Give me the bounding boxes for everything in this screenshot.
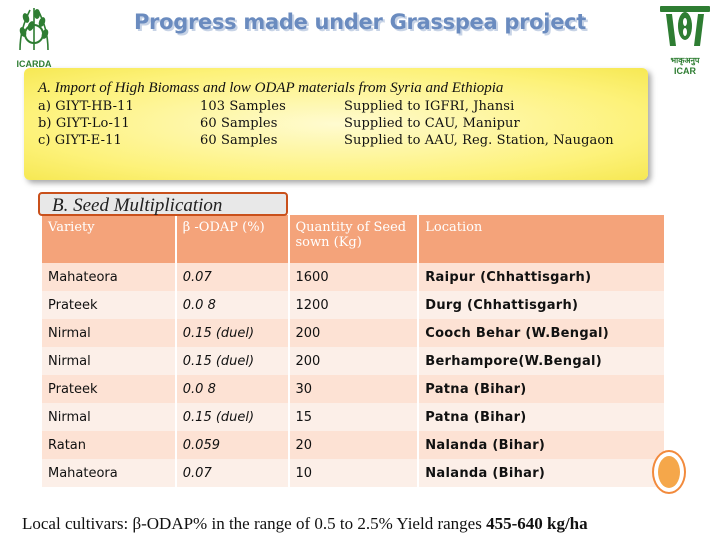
section-b-heading: B. Seed Multiplication bbox=[38, 192, 288, 216]
import-supplied: Supplied to IGFRI, Jhansi bbox=[344, 99, 515, 114]
seed-multiplication-table: Variety β -ODAP (%) Quantity of Seed sow… bbox=[42, 215, 666, 487]
import-samples: 60 Samples bbox=[200, 116, 278, 131]
header-quantity: Quantity of Seed sown (Kg) bbox=[288, 215, 420, 263]
icarda-label: ICARDA bbox=[16, 59, 52, 69]
location-cell: Patna (Bihar) bbox=[418, 403, 666, 431]
table-row: Nirmal 0.15 (duel) 200 Berhampore(W.Bengal) bbox=[42, 347, 666, 375]
location-cell: Patna (Bihar) bbox=[418, 375, 666, 403]
location-cell: Berhampore(W.Bengal) bbox=[418, 347, 666, 375]
decorative-circle-fill bbox=[658, 456, 680, 488]
quantity-cell: 30 bbox=[288, 375, 420, 403]
location-cell: Cooch Behar (W.Bengal) bbox=[418, 319, 666, 347]
odap-cell: 0.15 (duel) bbox=[175, 403, 290, 431]
quantity-cell: 15 bbox=[288, 403, 420, 431]
quantity-cell: 1200 bbox=[288, 291, 420, 319]
odap-cell: 0.07 bbox=[175, 263, 290, 291]
variety-cell: Prateek bbox=[42, 291, 177, 319]
table-row: Ratan 0.059 20 Nalanda (Bihar) bbox=[42, 431, 666, 459]
location-cell: Raipur (Chhattisgarh) bbox=[418, 263, 666, 291]
section-a-import-box: A. Import of High Biomass and low ODAP m… bbox=[24, 68, 648, 180]
import-samples: 103 Samples bbox=[200, 99, 286, 114]
section-a-heading: A. Import of High Biomass and low ODAP m… bbox=[38, 80, 504, 96]
import-supplied: Supplied to CAU, Manipur bbox=[344, 116, 520, 131]
table-row: Nirmal 0.15 (duel) 15 Patna (Bihar) bbox=[42, 403, 666, 431]
import-supplied: Supplied to AAU, Reg. Station, Naugaon bbox=[344, 133, 614, 148]
quantity-cell: 1600 bbox=[288, 263, 420, 291]
odap-cell: 0.0 8 bbox=[175, 375, 290, 403]
table-row: Nirmal 0.15 (duel) 200 Cooch Behar (W.Benga… bbox=[42, 319, 666, 347]
odap-cell: 0.0 8 bbox=[175, 291, 290, 319]
odap-cell: 0.059 bbox=[175, 431, 290, 459]
footer-text: Local cultivars: β-ODAP% in the range of… bbox=[22, 514, 487, 533]
variety-cell: Nirmal bbox=[42, 347, 177, 375]
location-cell: Nalanda (Bihar) bbox=[418, 459, 666, 487]
location-cell: Durg (Chhattisgarh) bbox=[418, 291, 666, 319]
wheat-sheaf-icon bbox=[660, 6, 710, 46]
header-variety: Variety bbox=[42, 215, 177, 263]
table-row: Prateek 0.0 8 1200 Durg (Chhattisgarh) bbox=[42, 291, 666, 319]
wheat-emblem-icon bbox=[19, 8, 49, 51]
odap-cell: 0.07 bbox=[175, 459, 290, 487]
variety-cell: Mahateora bbox=[42, 263, 177, 291]
import-samples: 60 Samples bbox=[200, 133, 278, 148]
import-id: a) GIYT-HB-11 bbox=[38, 99, 134, 114]
import-id: c) GIYT-E-11 bbox=[38, 133, 122, 148]
odap-cell: 0.15 (duel) bbox=[175, 347, 290, 375]
header-odap: β -ODAP (%) bbox=[175, 215, 290, 263]
import-row: a) GIYT-HB-11 103 Samples Supplied to IG… bbox=[38, 99, 634, 116]
icar-label: ICAR bbox=[674, 66, 696, 76]
variety-cell: Nirmal bbox=[42, 403, 177, 431]
table-row: Prateek 0.0 8 30 Patna (Bihar) bbox=[42, 375, 666, 403]
import-row: c) GIYT-E-11 60 Samples Supplied to AAU,… bbox=[38, 133, 634, 150]
variety-cell: Mahateora bbox=[42, 459, 177, 487]
table-header-row: Variety β -ODAP (%) Quantity of Seed sow… bbox=[42, 215, 666, 263]
icar-logo: भाकृअनुप ICAR bbox=[656, 2, 714, 76]
quantity-cell: 200 bbox=[288, 347, 420, 375]
header-location: Location bbox=[418, 215, 666, 263]
variety-cell: Nirmal bbox=[42, 319, 177, 347]
variety-cell: Prateek bbox=[42, 375, 177, 403]
import-id: b) GIYT-Lo-11 bbox=[38, 116, 130, 131]
location-cell: Nalanda (Bihar) bbox=[418, 431, 666, 459]
footer-yield: 455-640 kg/ha bbox=[486, 514, 588, 533]
slide-title: Progress made under Grasspea project bbox=[133, 10, 587, 34]
quantity-cell: 20 bbox=[288, 431, 420, 459]
footer-note: Local cultivars: β-ODAP% in the range of… bbox=[22, 514, 712, 534]
quantity-cell: 200 bbox=[288, 319, 420, 347]
import-row: b) GIYT-Lo-11 60 Samples Supplied to CAU… bbox=[38, 116, 634, 133]
decorative-circle bbox=[652, 450, 686, 494]
table-row: Mahateora 0.07 1600 Raipur (Chhattisgarh) bbox=[42, 263, 666, 291]
variety-cell: Ratan bbox=[42, 431, 177, 459]
quantity-cell: 10 bbox=[288, 459, 420, 487]
odap-cell: 0.15 (duel) bbox=[175, 319, 290, 347]
icarda-logo: ICARDA bbox=[6, 4, 62, 70]
icar-hindi-label: भाकृअनुप bbox=[670, 56, 700, 65]
table-row: Mahateora 0.07 10 Nalanda (Bihar) bbox=[42, 459, 666, 487]
